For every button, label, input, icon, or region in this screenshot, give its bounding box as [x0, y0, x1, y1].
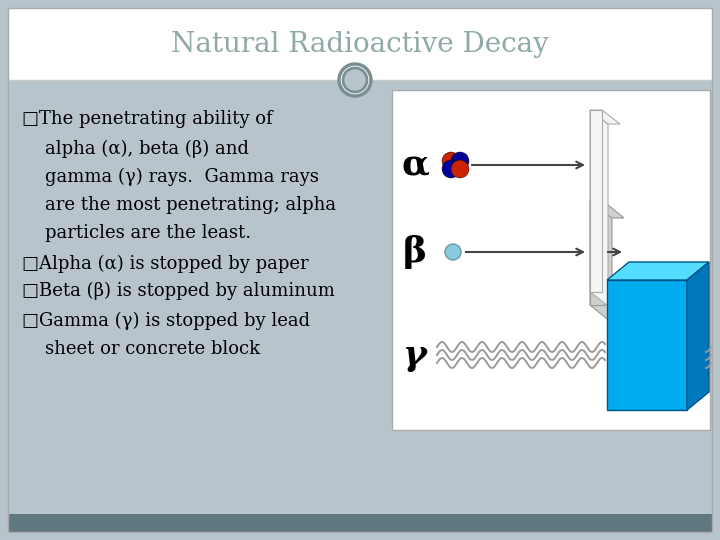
Polygon shape [590, 200, 624, 218]
Text: γ: γ [403, 338, 427, 372]
Polygon shape [607, 280, 687, 410]
Circle shape [445, 244, 461, 260]
Text: are the most penetrating; alpha: are the most penetrating; alpha [22, 196, 336, 214]
Text: □Alpha (α) is stopped by paper: □Alpha (α) is stopped by paper [22, 255, 309, 273]
Text: β: β [403, 235, 427, 269]
Circle shape [339, 64, 371, 96]
Text: α: α [401, 148, 429, 182]
Bar [8, 80, 712, 518]
Circle shape [451, 160, 469, 178]
Bar [8, 514, 712, 532]
Text: alpha (α), beta (β) and: alpha (α), beta (β) and [22, 140, 249, 158]
Text: gamma (γ) rays.  Gamma rays: gamma (γ) rays. Gamma rays [22, 168, 319, 186]
Polygon shape [687, 262, 709, 410]
Circle shape [343, 68, 367, 92]
Circle shape [451, 152, 469, 170]
Text: □Beta (β) is stopped by aluminum: □Beta (β) is stopped by aluminum [22, 282, 335, 300]
Polygon shape [590, 110, 608, 306]
Text: sheet or concrete block: sheet or concrete block [22, 340, 260, 358]
Polygon shape [590, 110, 602, 292]
Polygon shape [590, 110, 620, 124]
Bar [392, 90, 710, 430]
Circle shape [442, 160, 460, 178]
Circle shape [442, 152, 460, 170]
Text: Natural Radioactive Decay: Natural Radioactive Decay [171, 30, 549, 57]
Text: □Gamma (γ) is stopped by lead: □Gamma (γ) is stopped by lead [22, 312, 310, 330]
Polygon shape [590, 200, 604, 305]
Polygon shape [607, 262, 709, 280]
Text: particles are the least.: particles are the least. [22, 224, 251, 242]
Polygon shape [590, 200, 612, 323]
Bar [8, 8, 712, 80]
Text: □The penetrating ability of: □The penetrating ability of [22, 110, 273, 128]
